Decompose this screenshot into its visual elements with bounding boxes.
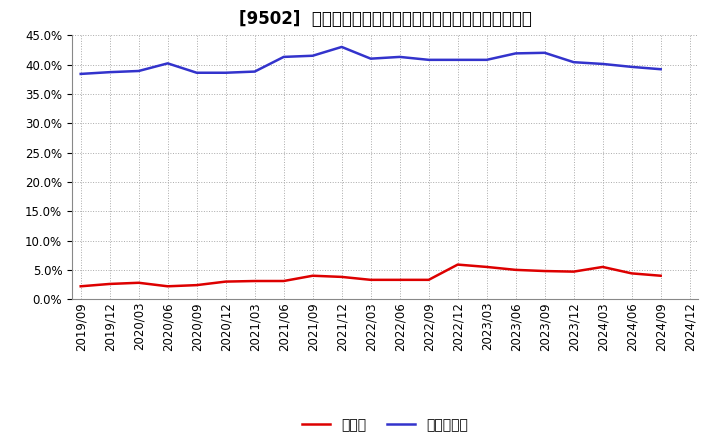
有利子負債 — [454, 57, 462, 62]
現顔金 — [627, 271, 636, 276]
現顔金 — [657, 273, 665, 279]
現顔金 — [251, 279, 259, 284]
現顔金 — [308, 273, 317, 279]
現顔金 — [541, 268, 549, 274]
有利子負債 — [76, 71, 85, 77]
Line: 現顔金: 現顔金 — [81, 264, 661, 286]
有利子負債 — [251, 69, 259, 74]
有利子負債 — [424, 57, 433, 62]
有利子負債 — [279, 54, 288, 59]
有利子負債 — [657, 66, 665, 72]
現顔金 — [511, 267, 520, 272]
現顔金 — [338, 274, 346, 279]
Legend: 現顔金, 有利子負債: 現顔金, 有利子負債 — [297, 412, 474, 437]
現顔金 — [192, 282, 201, 288]
現顔金 — [570, 269, 578, 274]
現顔金 — [482, 264, 491, 270]
Line: 有利子負債: 有利子負債 — [81, 47, 661, 74]
有利子負債 — [163, 61, 172, 66]
有利子負債 — [308, 53, 317, 59]
有利子負債 — [338, 44, 346, 50]
現顔金 — [221, 279, 230, 284]
有利子負債 — [541, 50, 549, 55]
現顔金 — [163, 284, 172, 289]
有利子負債 — [105, 70, 114, 75]
有利子負債 — [135, 68, 143, 73]
現顔金 — [424, 277, 433, 282]
有利子負債 — [598, 61, 607, 66]
現顔金 — [454, 262, 462, 267]
有利子負債 — [366, 56, 375, 61]
現顔金 — [105, 281, 114, 286]
現顔金 — [76, 284, 85, 289]
現顔金 — [366, 277, 375, 282]
現顔金 — [135, 280, 143, 286]
現顔金 — [279, 279, 288, 284]
有利子負債 — [627, 64, 636, 70]
有利子負債 — [482, 57, 491, 62]
有利子負債 — [395, 54, 404, 59]
有利子負債 — [221, 70, 230, 75]
有利子負債 — [511, 51, 520, 56]
現顔金 — [395, 277, 404, 282]
現顔金 — [598, 264, 607, 270]
有利子負債 — [570, 59, 578, 65]
有利子負債 — [192, 70, 201, 75]
Title: [9502]  現預金、有利子負債の総資産に対する比率の推移: [9502] 現預金、有利子負債の総資産に対する比率の推移 — [239, 10, 531, 28]
